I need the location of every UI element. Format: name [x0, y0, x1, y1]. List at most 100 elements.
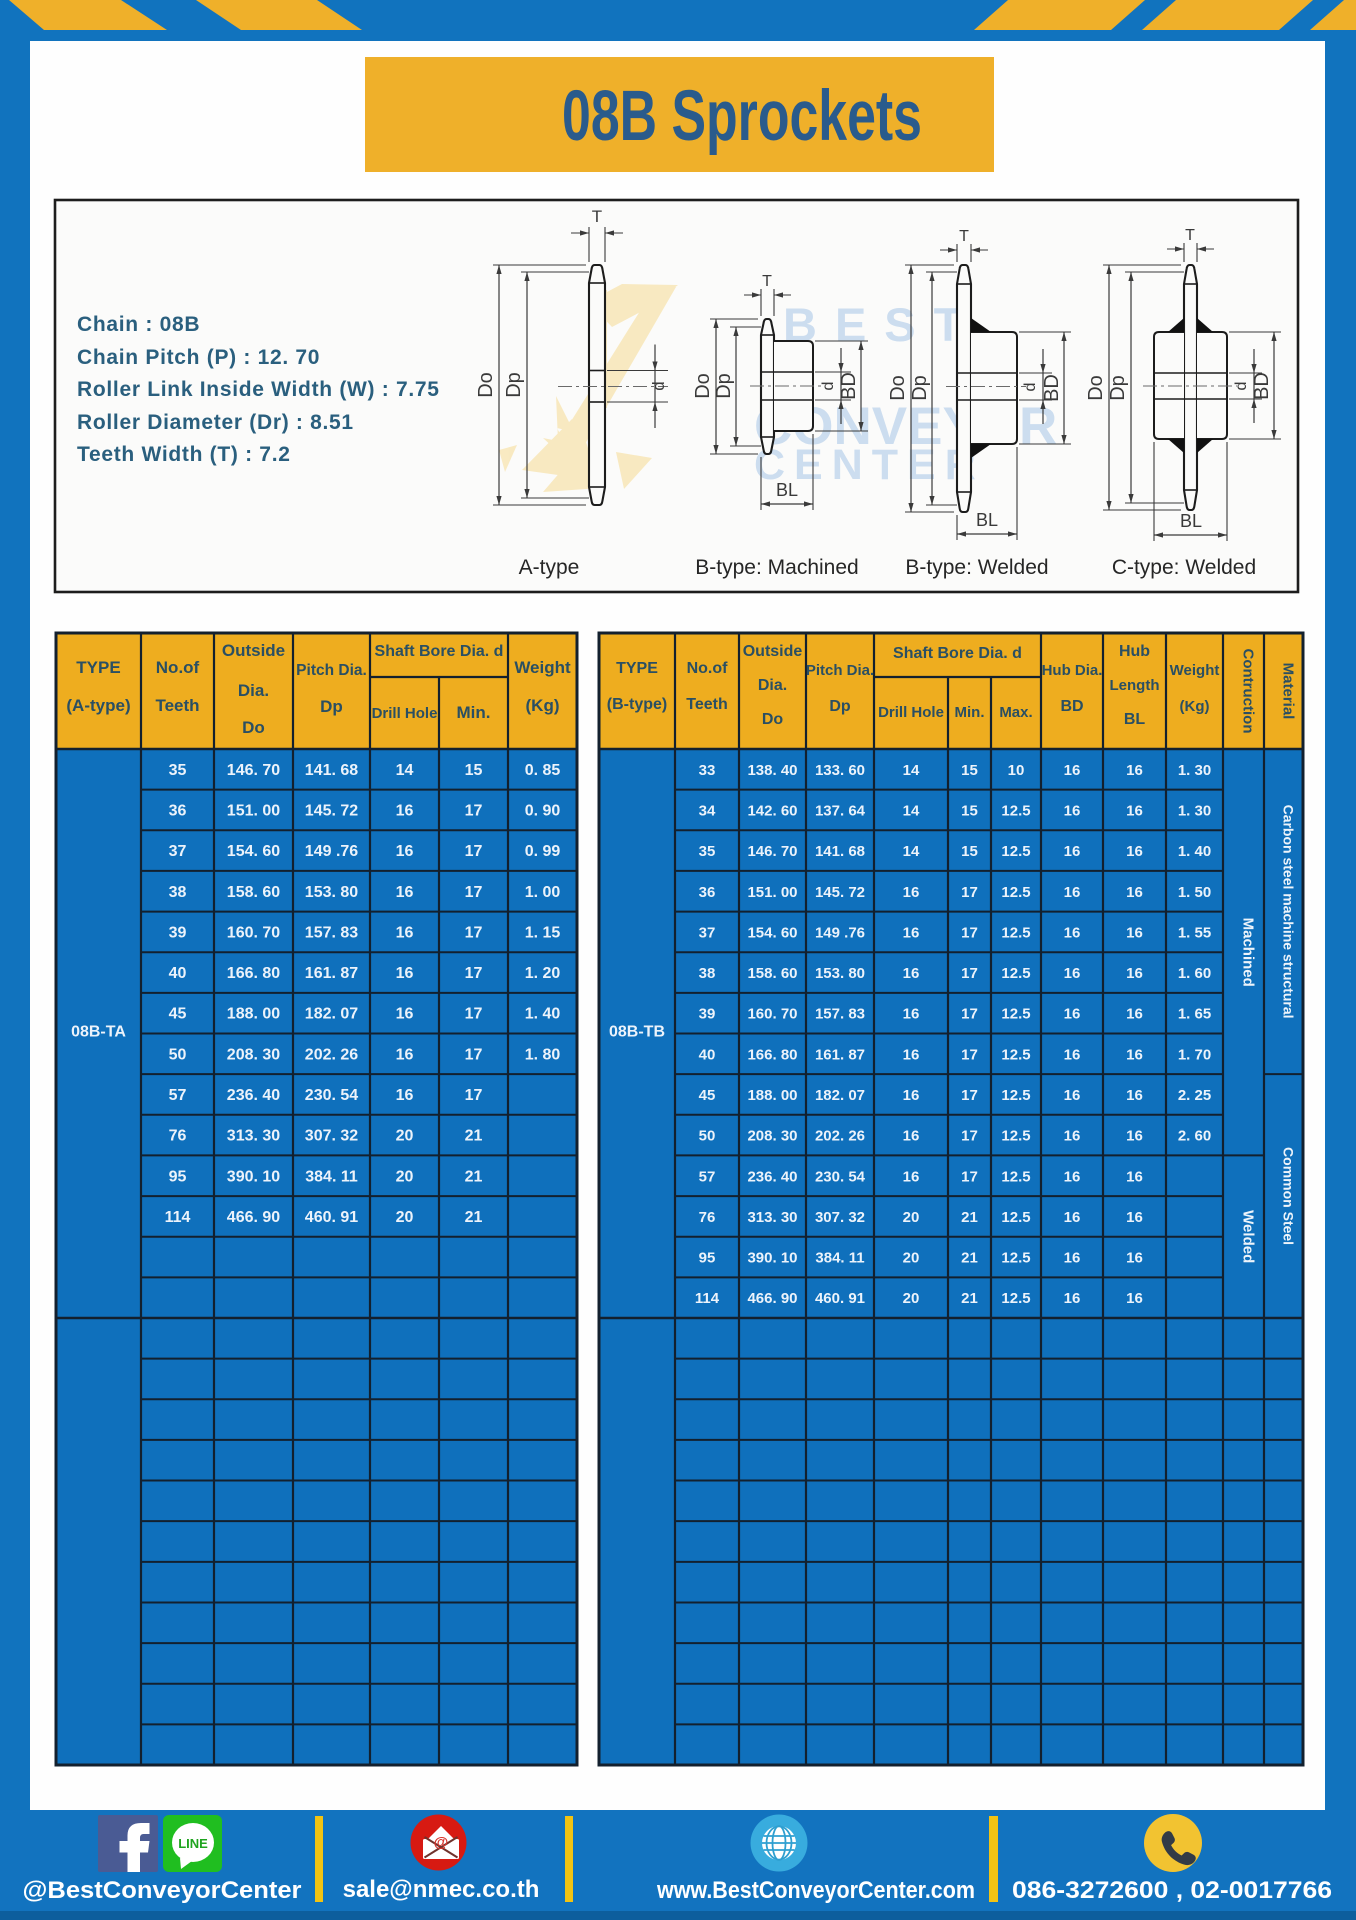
svg-text:153. 80: 153. 80 — [815, 965, 865, 982]
svg-text:BL: BL — [1180, 511, 1202, 531]
svg-text:2. 25: 2. 25 — [1178, 1087, 1211, 1104]
svg-text:sale@nmec.co.th: sale@nmec.co.th — [343, 1876, 540, 1903]
svg-text:16: 16 — [1126, 1290, 1143, 1307]
svg-text:(Kg): (Kg) — [526, 696, 560, 715]
svg-text:16: 16 — [1126, 802, 1143, 819]
svg-text:Roller Link Inside Width (W): Roller Link Inside Width (W) : 7.75 — [77, 378, 440, 401]
svg-text:76: 76 — [699, 1209, 716, 1226]
svg-text:14: 14 — [903, 843, 920, 860]
svg-text:45: 45 — [699, 1087, 716, 1104]
svg-text:16: 16 — [1126, 1087, 1143, 1104]
svg-text:16: 16 — [1126, 924, 1143, 941]
svg-text:Material: Material — [1280, 663, 1297, 720]
svg-text:151. 00: 151. 00 — [747, 884, 797, 901]
svg-text:16: 16 — [1126, 965, 1143, 982]
svg-text:16: 16 — [903, 1087, 920, 1104]
svg-text:95: 95 — [169, 1168, 187, 1185]
svg-text:15: 15 — [465, 762, 483, 779]
svg-text:16: 16 — [1064, 802, 1081, 819]
svg-text:466. 90: 466. 90 — [227, 1209, 280, 1226]
svg-text:Dp: Dp — [503, 372, 525, 398]
svg-text:50: 50 — [699, 1128, 716, 1145]
svg-text:57: 57 — [169, 1087, 187, 1104]
svg-text:BL: BL — [976, 510, 998, 530]
svg-text:d: d — [820, 382, 837, 391]
svg-text:157. 83: 157. 83 — [815, 1006, 865, 1023]
svg-text:12.5: 12.5 — [1001, 1087, 1030, 1104]
svg-text:Shaft Bore Dia. d: Shaft Bore Dia. d — [375, 643, 504, 660]
svg-text:16: 16 — [1126, 884, 1143, 901]
svg-text:16: 16 — [1064, 1250, 1081, 1267]
svg-text:Dp: Dp — [1107, 375, 1129, 401]
svg-text:Length: Length — [1110, 677, 1160, 694]
svg-text:(B-type): (B-type) — [607, 696, 667, 713]
svg-text:21: 21 — [961, 1290, 978, 1307]
svg-text:57: 57 — [699, 1168, 716, 1185]
svg-text:39: 39 — [169, 924, 187, 941]
svg-text:50: 50 — [169, 1046, 187, 1063]
svg-text:0. 99: 0. 99 — [525, 843, 561, 860]
svg-text:14: 14 — [903, 762, 920, 779]
svg-text:141. 68: 141. 68 — [815, 843, 865, 860]
svg-text:236. 40: 236. 40 — [227, 1087, 280, 1104]
svg-text:Hub: Hub — [1119, 643, 1150, 660]
svg-text:38: 38 — [699, 965, 716, 982]
svg-text:16: 16 — [396, 924, 414, 941]
svg-text:16: 16 — [1064, 1168, 1081, 1185]
svg-text:Hub Dia.: Hub Dia. — [1042, 662, 1103, 679]
svg-text:Teeth: Teeth — [155, 696, 199, 715]
svg-text:202. 26: 202. 26 — [305, 1046, 358, 1063]
svg-text:15: 15 — [961, 843, 978, 860]
svg-text:182. 07: 182. 07 — [305, 1006, 358, 1023]
svg-text:21: 21 — [961, 1209, 978, 1226]
svg-text:12.5: 12.5 — [1001, 884, 1030, 901]
svg-text:307. 32: 307. 32 — [305, 1128, 358, 1145]
svg-text:Min.: Min. — [955, 704, 985, 721]
svg-text:17: 17 — [961, 1128, 978, 1145]
svg-text:Do: Do — [692, 373, 714, 399]
svg-text:157. 83: 157. 83 — [305, 924, 358, 941]
svg-text:d: d — [649, 381, 668, 390]
svg-text:Chain Pitch (P) : 12. 70: Chain Pitch (P) : 12. 70 — [77, 346, 320, 369]
svg-text:15: 15 — [961, 802, 978, 819]
svg-text:313. 30: 313. 30 — [747, 1209, 797, 1226]
svg-text:16: 16 — [1126, 1250, 1143, 1267]
svg-text:12.5: 12.5 — [1001, 1128, 1030, 1145]
svg-text:B-type: Machined: B-type: Machined — [695, 556, 858, 579]
svg-text:No.of: No.of — [156, 658, 200, 677]
svg-text:141. 68: 141. 68 — [305, 762, 358, 779]
svg-text:1. 20: 1. 20 — [525, 965, 561, 982]
svg-text:460. 91: 460. 91 — [815, 1290, 865, 1307]
svg-text:Dp: Dp — [713, 373, 735, 399]
svg-text:Carbon steel machine structur: Carbon steel machine structural — [1281, 805, 1297, 1019]
svg-text:12.5: 12.5 — [1001, 1290, 1030, 1307]
svg-text:Do: Do — [887, 375, 909, 401]
svg-text:149 .76: 149 .76 — [305, 843, 358, 860]
svg-text:145. 72: 145. 72 — [305, 802, 358, 819]
svg-text:Machined: Machined — [1240, 918, 1257, 987]
svg-text:236. 40: 236. 40 — [747, 1168, 797, 1185]
svg-text:16: 16 — [1126, 1168, 1143, 1185]
svg-text:36: 36 — [169, 802, 187, 819]
svg-text:21: 21 — [465, 1209, 483, 1226]
svg-text:d: d — [1233, 382, 1250, 391]
svg-text:37: 37 — [699, 924, 716, 941]
svg-text:17: 17 — [465, 1046, 483, 1063]
svg-text:1. 30: 1. 30 — [1178, 762, 1211, 779]
svg-text:BD: BD — [1060, 698, 1083, 715]
svg-text:No.of: No.of — [687, 660, 729, 677]
svg-text:20: 20 — [396, 1128, 414, 1145]
svg-text:16: 16 — [1064, 1128, 1081, 1145]
svg-text:45: 45 — [169, 1006, 187, 1023]
svg-text:20: 20 — [903, 1290, 920, 1307]
svg-text:230. 54: 230. 54 — [815, 1168, 866, 1185]
svg-text:16: 16 — [903, 924, 920, 941]
svg-text:16: 16 — [903, 965, 920, 982]
svg-text:16: 16 — [396, 1006, 414, 1023]
svg-text:20: 20 — [903, 1209, 920, 1226]
svg-text:146. 70: 146. 70 — [227, 762, 280, 779]
svg-text:16: 16 — [1064, 1290, 1081, 1307]
svg-text:154. 60: 154. 60 — [227, 843, 280, 860]
svg-text:12.5: 12.5 — [1001, 1250, 1030, 1267]
svg-text:Outside: Outside — [222, 641, 285, 660]
